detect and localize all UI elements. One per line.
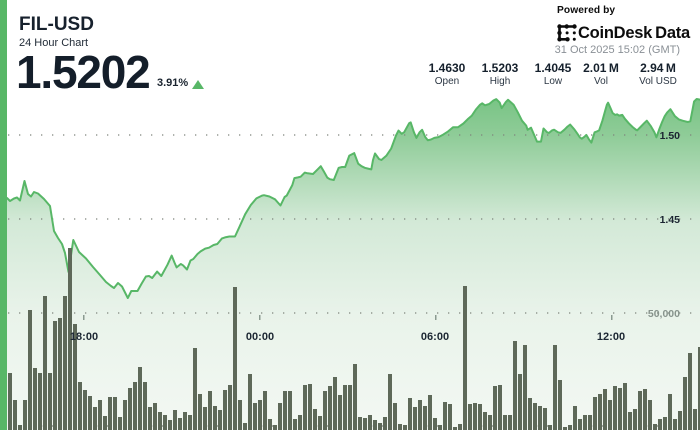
- svg-text:1.50: 1.50: [660, 130, 681, 142]
- svg-text:1.45: 1.45: [660, 214, 681, 226]
- svg-text:50,000: 50,000: [648, 308, 680, 320]
- svg-text:00:00: 00:00: [246, 331, 274, 343]
- svg-text:06:00: 06:00: [421, 331, 449, 343]
- svg-text:18:00: 18:00: [70, 331, 98, 343]
- svg-text:12:00: 12:00: [597, 331, 625, 343]
